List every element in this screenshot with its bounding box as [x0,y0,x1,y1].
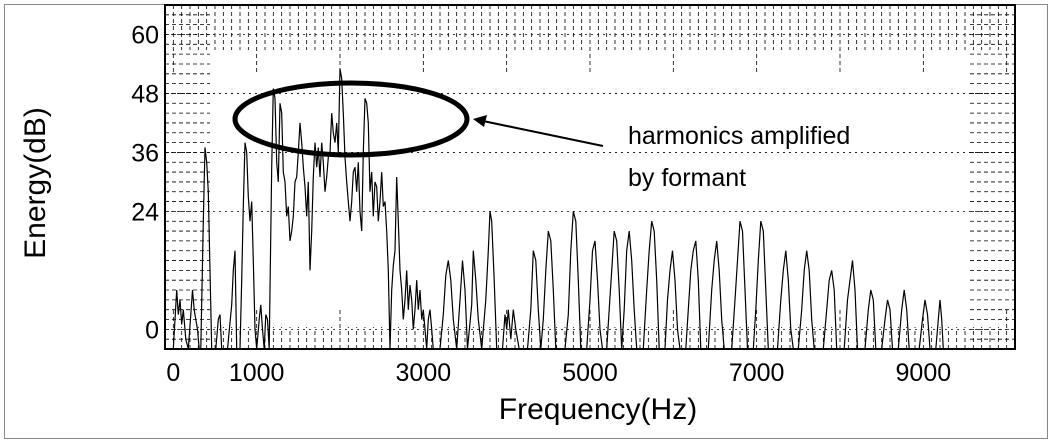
y-tick-label: 36 [131,139,159,167]
highlight-ellipse [232,80,470,158]
arrow-head-icon [473,115,487,127]
x-tick-label: 7000 [729,359,785,387]
y-tick-label: 48 [131,80,159,108]
x-tick-label: 0 [166,359,180,387]
y-tick-label: 0 [145,316,159,344]
series-layer [172,68,1007,350]
y-tick-label: 24 [131,198,159,226]
annotation-line-2: by formant [628,164,746,192]
x-tick-label: 9000 [896,359,952,387]
series-line-0 [172,68,1007,350]
x-axis-title: Frequency(Hz) [499,393,697,426]
tick-labels: 0 1000 3000 5000 7000 9000 0 24 36 48 60 [131,21,951,387]
x-tick-label: 1000 [229,359,285,387]
x-tick-label: 5000 [562,359,618,387]
x-tick-label: 3000 [396,359,452,387]
annotation-arrow [482,120,604,147]
plot-area [164,4,1016,350]
y-axis-title: Energy(dB) [19,107,52,259]
y-tick-label: 60 [131,21,159,49]
annotation-line-1: harmonics amplified [628,122,850,150]
